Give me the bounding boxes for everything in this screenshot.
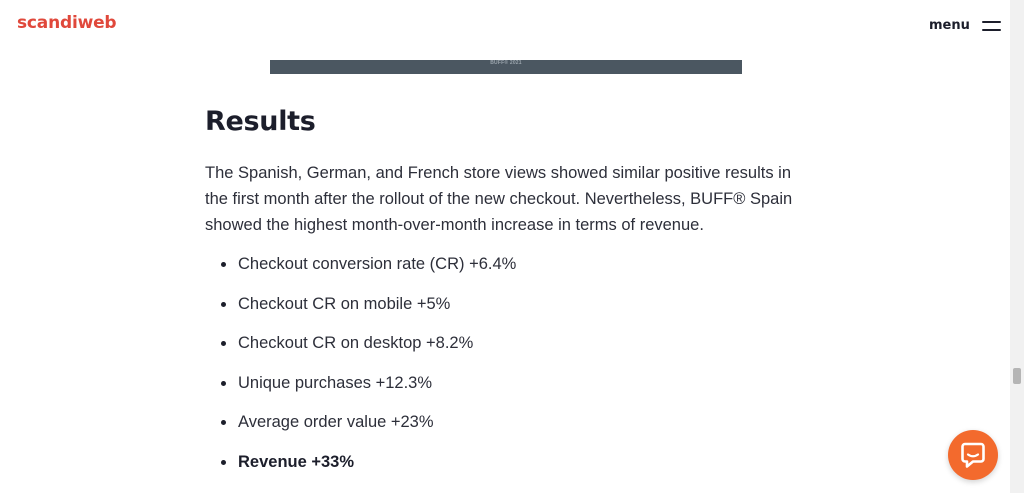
results-list: Checkout conversion rate (CR) +6.4% Chec… bbox=[205, 252, 815, 474]
list-item: Average order value +23% bbox=[221, 410, 815, 434]
list-item: Checkout CR on mobile +5% bbox=[221, 292, 815, 316]
scrollbar-thumb[interactable] bbox=[1013, 368, 1021, 384]
menu-button[interactable]: menu bbox=[929, 18, 1001, 33]
menu-label[interactable]: menu bbox=[929, 18, 970, 33]
list-item: Unique purchases +12.3% bbox=[221, 371, 815, 395]
image-caption: BUFF® 2021 bbox=[490, 60, 522, 66]
list-item: Checkout CR on desktop +8.2% bbox=[221, 331, 815, 355]
results-heading: Results bbox=[205, 106, 316, 137]
article-content: Results The Spanish, German, and French … bbox=[205, 103, 815, 489]
results-paragraph: The Spanish, German, and French store vi… bbox=[205, 164, 793, 234]
list-item-revenue: Revenue +33% bbox=[221, 450, 815, 474]
hamburger-icon[interactable] bbox=[981, 20, 1001, 31]
article-image: BUFF® 2021 bbox=[270, 60, 742, 74]
page-scrollbar[interactable] bbox=[1010, 0, 1024, 493]
chat-button[interactable] bbox=[948, 430, 998, 480]
logo[interactable]: scandiweb bbox=[17, 13, 117, 33]
list-item: Checkout conversion rate (CR) +6.4% bbox=[221, 252, 815, 276]
site-header: scandiweb menu bbox=[0, 0, 1010, 50]
chat-bubble-icon bbox=[961, 442, 985, 468]
